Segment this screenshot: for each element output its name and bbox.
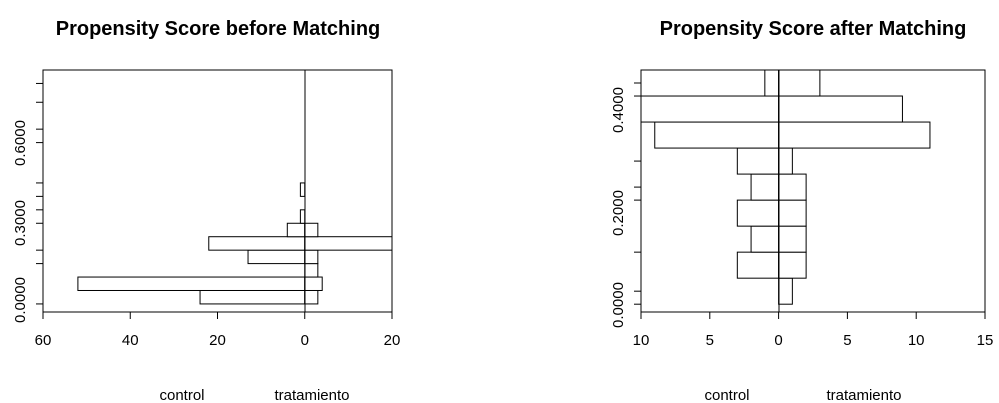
bar-tratamiento-3: [778, 199, 807, 227]
panel-after-matching: Propensity Score after Matching 10 5 0 5 10 1…: [610, 18, 993, 403]
bar-tratamiento-2: [778, 225, 807, 253]
bar-control-4: [750, 173, 780, 201]
plot-frame: [42, 69, 393, 313]
bar-control-7: [640, 95, 780, 123]
y-tick-label: 0.0000: [12, 277, 29, 323]
x-tick-label: 60: [35, 332, 52, 349]
bar-control-3: [247, 249, 306, 265]
bar-tratamiento-5: [778, 147, 793, 175]
bar-control-8: [299, 182, 306, 197]
panel-before-matching: Propensity Score before Matching 60 40 20 0…: [12, 18, 400, 403]
bar-tratamiento-7: [778, 95, 903, 123]
bar-control-6: [654, 121, 780, 149]
y-tick-label: 0.4000: [610, 87, 627, 133]
treatment-label: tratamiento: [274, 387, 349, 403]
x-tick-label: 20: [209, 332, 226, 349]
x-tick-label: 5: [843, 332, 851, 349]
bar-tratamiento-1: [778, 251, 807, 279]
x-axis: 60 40 20 0 20: [35, 312, 401, 349]
control-label: control: [159, 387, 204, 403]
bar-tratamiento-4: [304, 236, 393, 251]
chart-title: Propensity Score after Matching: [660, 18, 967, 40]
x-tick-label: 0: [774, 332, 782, 349]
bar-control-2: [750, 225, 780, 253]
bar-tratamiento-2: [304, 263, 319, 278]
control-label: control: [704, 387, 749, 403]
x-tick-label: 5: [706, 332, 714, 349]
bar-tratamiento-4: [778, 173, 807, 201]
x-tick-label: 15: [977, 332, 994, 349]
bar-control-1: [77, 276, 306, 291]
plot-frame: [640, 69, 986, 313]
bar-tratamiento-3: [304, 249, 319, 265]
bar-control-5: [736, 147, 780, 175]
x-tick-label: 10: [633, 332, 650, 349]
bar-control-8: [764, 69, 780, 97]
bar-control-4: [208, 236, 306, 251]
bar-control-3: [736, 199, 780, 227]
y-tick-label: 0.2000: [610, 190, 627, 236]
x-tick-label: 40: [122, 332, 139, 349]
bar-control-0: [199, 289, 306, 305]
bar-tratamiento-0: [778, 277, 793, 305]
x-tick-label: 20: [384, 332, 401, 349]
y-tick-label: 0.3000: [12, 200, 29, 246]
bar-group: [77, 182, 393, 305]
y-tick-label: 0.6000: [12, 120, 29, 166]
bar-tratamiento-8: [778, 69, 821, 97]
chart-title: Propensity Score before Matching: [56, 18, 381, 40]
x-tick-label: 0: [301, 332, 309, 349]
y-tick-label: 0.0000: [610, 282, 627, 328]
bar-tratamiento-5: [304, 222, 319, 238]
bar-tratamiento-1: [304, 276, 323, 291]
bar-control-5: [286, 222, 306, 238]
x-axis: 10 5 0 5 10 15: [633, 312, 994, 349]
bar-control-1: [736, 251, 780, 279]
bar-tratamiento-6: [778, 121, 931, 149]
bar-tratamiento-0: [304, 289, 319, 305]
y-axis: 0.0000 0.2000 0.4000: [610, 82, 641, 328]
bar-group: [640, 69, 931, 305]
x-tick-label: 10: [908, 332, 925, 349]
treatment-label: tratamiento: [826, 387, 901, 403]
y-axis: 0.0000 0.3000 0.6000: [12, 82, 43, 323]
bar-control-6: [299, 209, 306, 224]
